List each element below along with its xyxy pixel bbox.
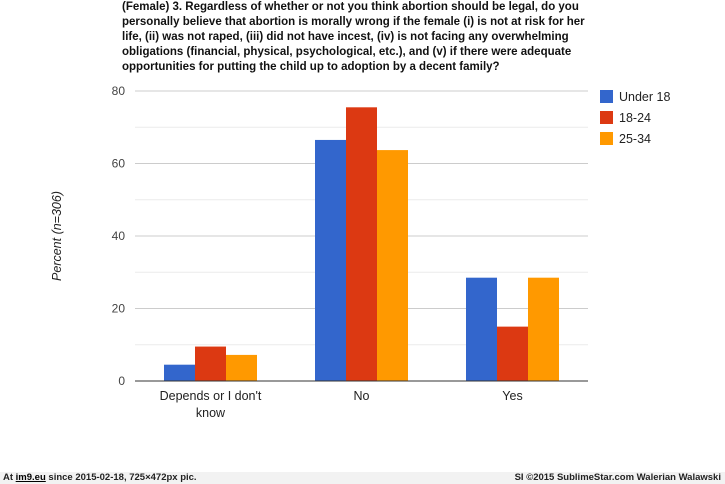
footer-prefix: At — [3, 471, 16, 483]
axes: 0 20 40 60 80 Depends or I don't know No Yes Perc… — [50, 84, 588, 420]
bar-18-24-2 — [497, 326, 528, 381]
legend: Under 18 18-24 25-34 — [600, 90, 670, 146]
legend-label: 18-24 — [619, 111, 651, 125]
footer-site-link[interactable]: im9.eu — [15, 471, 46, 483]
footer-credit-right: SI ©2015 SublimeStar.com Walerian Walaws… — [514, 471, 721, 483]
x-category-label: know — [196, 406, 226, 420]
x-category-label: Yes — [502, 389, 522, 403]
y-tick-label: 20 — [112, 302, 126, 316]
bar-18-24-0 — [195, 346, 226, 381]
y-tick-label: 80 — [112, 84, 126, 98]
footer-bar: At im9.eu since 2015-02-18, 725×472px pi… — [0, 472, 725, 484]
x-category-label: No — [354, 389, 370, 403]
bar-under-18-0 — [164, 364, 195, 381]
legend-label: 25-34 — [619, 132, 651, 146]
legend-label: Under 18 — [619, 90, 670, 104]
bars — [164, 107, 559, 381]
legend-swatch — [600, 132, 613, 145]
bar-25-34-0 — [226, 354, 257, 381]
x-category-label: Depends or I don't — [160, 389, 262, 403]
bar-18-24-1 — [346, 107, 377, 381]
bar-under-18-1 — [315, 139, 346, 381]
bar-25-34-2 — [528, 277, 559, 381]
legend-swatch — [600, 111, 613, 124]
y-tick-label: 0 — [118, 374, 125, 388]
y-tick-label: 60 — [112, 157, 126, 171]
bar-under-18-2 — [466, 277, 497, 381]
chart-title: (Female) 3. Regardless of whether or not… — [122, 1, 585, 73]
footer-credit-left: At im9.eu since 2015-02-18, 725×472px pi… — [3, 472, 197, 483]
y-tick-label: 40 — [112, 229, 126, 243]
legend-swatch — [600, 90, 613, 103]
bar-25-34-1 — [377, 150, 408, 381]
footer-suffix: since 2015-02-18, 725×472px pic. — [45, 471, 197, 483]
y-axis-title: Percent (n=306) — [50, 191, 64, 281]
chart: 0 20 40 60 80 Depends or I don't know No Yes Perc… — [50, 84, 670, 420]
